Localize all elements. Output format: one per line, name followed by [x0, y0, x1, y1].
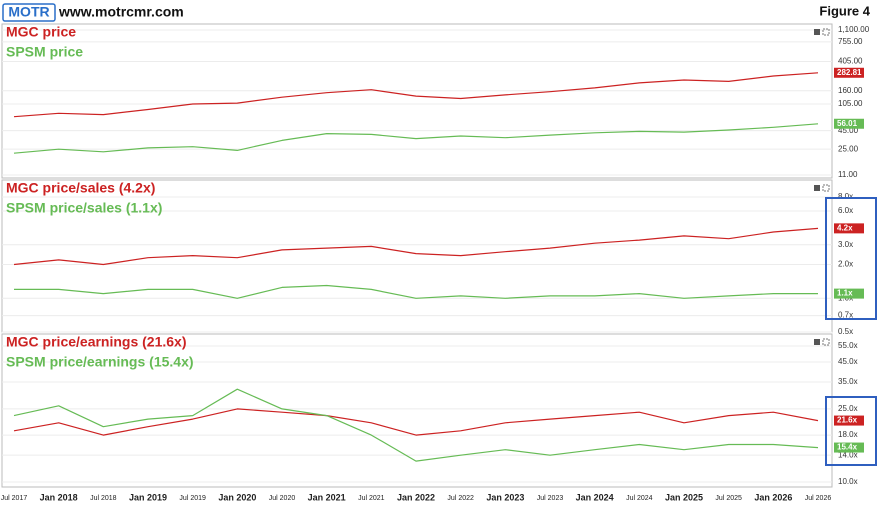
panel-icons	[814, 185, 820, 191]
y-tick-label: 6.0x	[838, 206, 853, 215]
series-line	[13, 123, 819, 154]
legend-label: SPSM price/sales (1.1x)	[6, 200, 162, 216]
end-label-box	[834, 415, 864, 426]
y-tick-label: 45.00	[838, 126, 859, 135]
y-tick-label: 755.00	[838, 37, 863, 46]
end-label-box	[834, 223, 864, 234]
y-tick-label: 0.7x	[838, 311, 853, 320]
y-tick-label: 1,100.00	[838, 25, 870, 34]
x-tick-label: Jul 2022	[447, 495, 474, 502]
y-tick-label: 35.0x	[838, 377, 858, 386]
y-tick-label: 45.0x	[838, 357, 858, 366]
highlight-box	[825, 197, 877, 320]
x-tick-label: Jul 2020	[269, 495, 296, 502]
panel-icons	[822, 28, 830, 36]
x-tick-label: Jan 2022	[397, 492, 435, 502]
panel-icons	[814, 339, 820, 345]
legend-label: MGC price/earnings (21.6x)	[6, 334, 187, 350]
x-tick-label: Jan 2026	[754, 492, 792, 502]
y-tick-label: 10.0x	[838, 477, 858, 486]
y-tick-label: 11.00	[838, 170, 858, 179]
panel	[1, 23, 833, 179]
end-label-box	[834, 67, 864, 78]
panel-icons	[814, 29, 820, 35]
end-label: 21.6x	[837, 416, 858, 425]
legend-label: MGC price	[6, 24, 76, 40]
legend-label: SPSM price/earnings (15.4x)	[6, 354, 194, 370]
plots: 11.00 25.00 45.00 105.00 160.00 405.00 755.00 1…	[1, 23, 870, 502]
legend-label: MGC price/sales (4.2x)	[6, 180, 155, 196]
y-tick-label: 14.0x	[838, 450, 858, 459]
panel	[1, 179, 833, 333]
x-tick-label: Jul 2017	[1, 495, 28, 502]
y-tick-label: 18.0x	[838, 430, 858, 439]
end-label: 4.2x	[837, 223, 853, 232]
y-tick-label: 405.00	[838, 57, 863, 66]
series-line	[14, 284, 818, 299]
x-tick-label: Jul 2026	[805, 495, 832, 502]
series-line	[13, 227, 819, 266]
x-tick-label: Jul 2025	[715, 495, 742, 502]
panel-icons	[822, 338, 830, 346]
end-label: 282.81	[837, 68, 862, 77]
y-tick-label: 160.00	[838, 86, 863, 95]
x-tick-label: Jul 2019	[179, 495, 206, 502]
y-tick-label: 25.0x	[838, 404, 858, 413]
logo: MOTR	[8, 4, 49, 20]
y-tick-label: 25.00	[838, 144, 859, 153]
y-tick-label: 2.0x	[838, 260, 853, 269]
y-tick-label: 8.0x	[838, 192, 853, 201]
y-tick-label: 55.0x	[838, 341, 858, 350]
end-label-box	[834, 288, 864, 299]
x-tick-label: Jan 2018	[40, 492, 78, 502]
x-tick-label: Jan 2025	[665, 492, 703, 502]
highlight-box	[825, 396, 877, 466]
y-tick-label: 0.5x	[838, 327, 853, 336]
x-tick-label: Jul 2021	[358, 495, 385, 502]
x-tick-label: Jul 2023	[537, 495, 564, 502]
end-label: 56.01	[837, 119, 858, 128]
y-tick-label: 3.0x	[838, 240, 853, 249]
end-label: 1.1x	[837, 289, 853, 298]
end-label-box	[834, 118, 864, 129]
panel-icons	[822, 184, 830, 192]
series-line	[13, 72, 819, 118]
x-tick-label: Jan 2021	[308, 492, 346, 502]
legend-label: SPSM price	[6, 44, 83, 60]
logo-box	[2, 3, 56, 22]
figure-label: Figure 4	[819, 3, 870, 18]
y-tick-label: 105.00	[838, 99, 863, 108]
series-line	[13, 388, 819, 462]
x-tick-label: Jan 2023	[486, 492, 524, 502]
end-label: 15.4x	[837, 443, 858, 452]
series-line	[13, 408, 819, 436]
x-tick-label: Jan 2024	[576, 492, 614, 502]
x-tick-label: Jul 2024	[626, 495, 653, 502]
end-label-box	[834, 442, 864, 453]
x-tick-label: Jan 2019	[129, 492, 167, 502]
url: www.motrcmr.com	[58, 4, 184, 20]
x-tick-label: Jul 2018	[90, 495, 117, 502]
x-tick-label: Jan 2020	[218, 492, 256, 502]
